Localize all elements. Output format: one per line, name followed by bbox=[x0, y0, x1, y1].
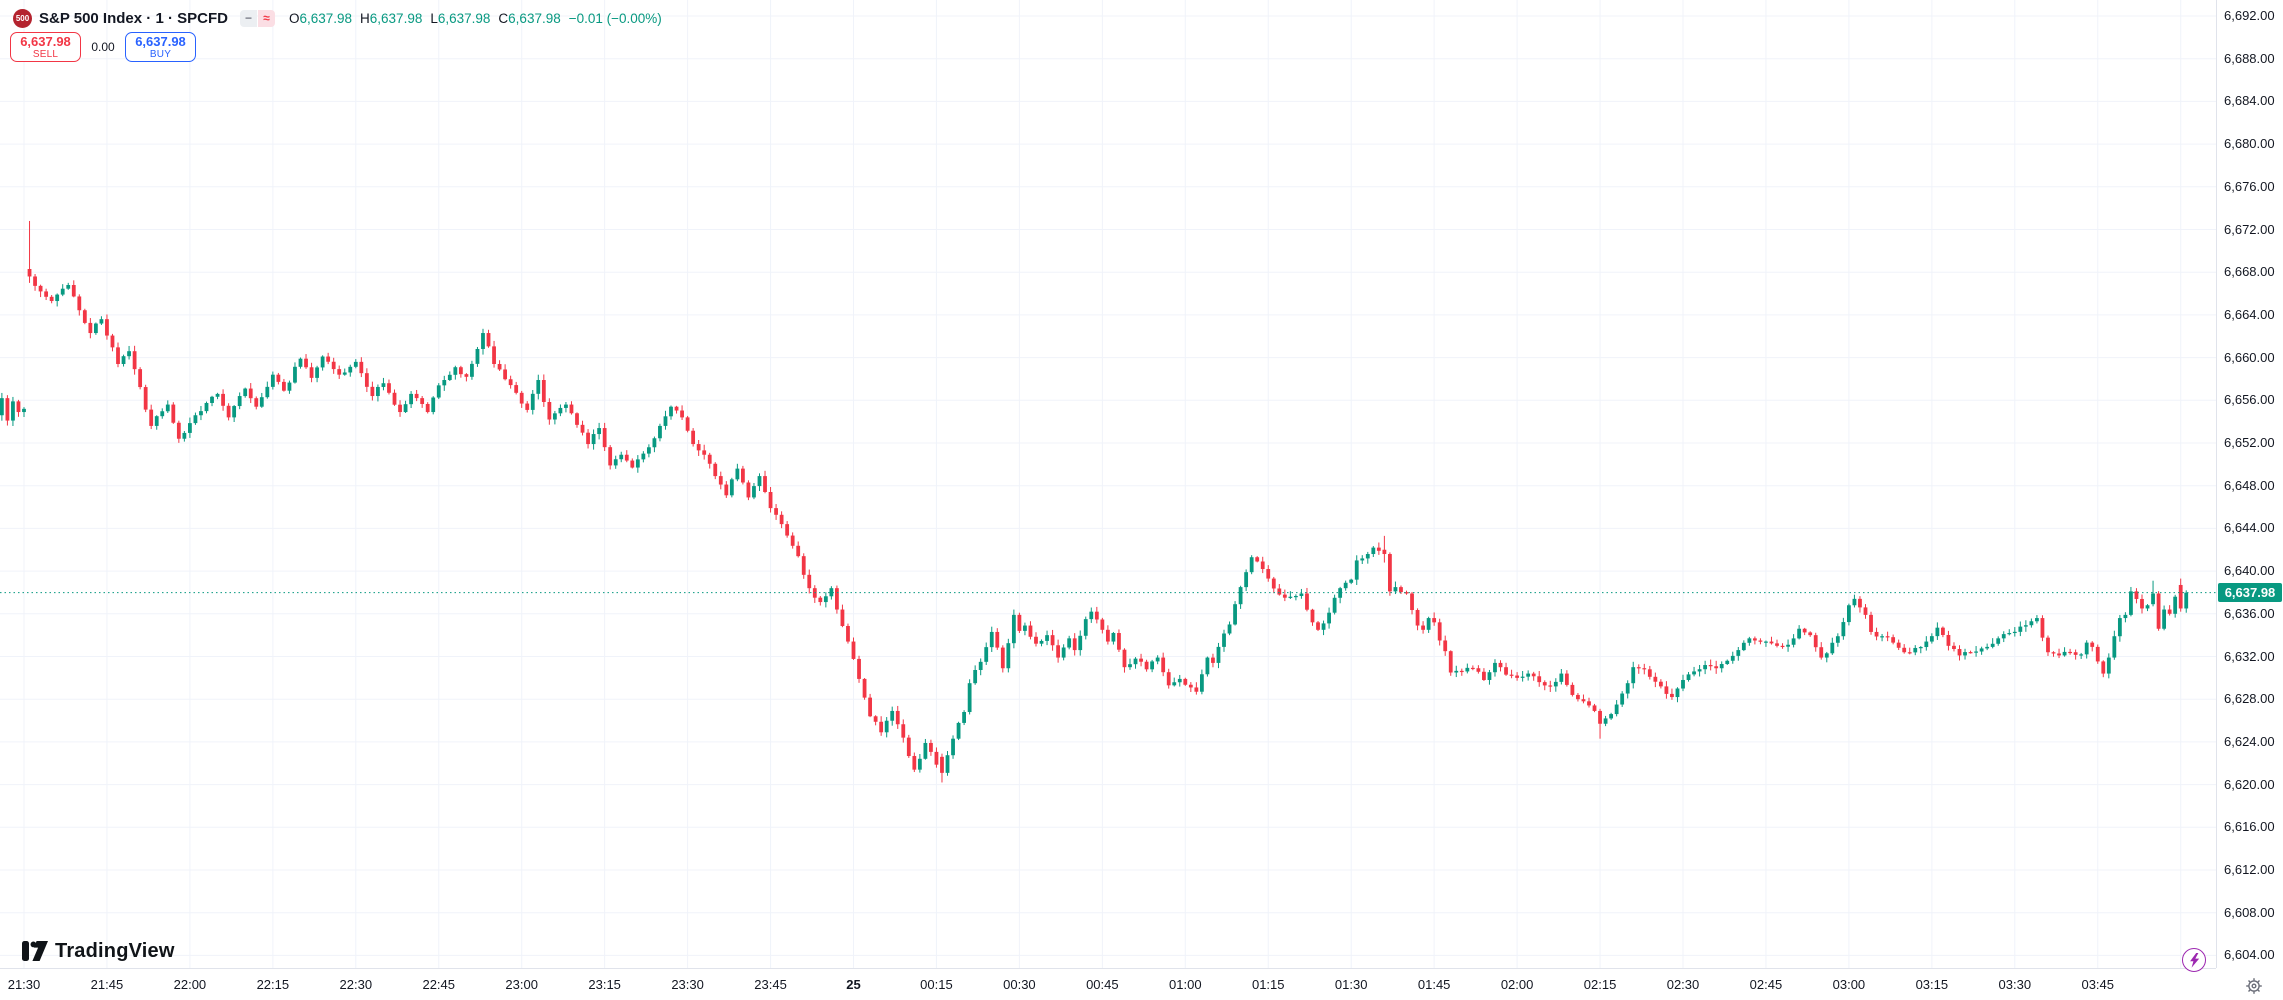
buy-price: 6,637.98 bbox=[135, 33, 186, 49]
price-tick-label: 6,624.00 bbox=[2224, 733, 2275, 749]
time-tick-label: 02:15 bbox=[1583, 977, 1617, 992]
low-value: 6,637.98 bbox=[437, 10, 491, 26]
buy-label: BUY bbox=[149, 48, 172, 60]
price-tick-label: 6,688.00 bbox=[2224, 50, 2275, 66]
price-tick-label: 6,612.00 bbox=[2224, 862, 2275, 877]
open-label: O bbox=[288, 10, 300, 26]
time-tick-label: 02:00 bbox=[1500, 977, 1534, 992]
price-tick-label: 6,640.00 bbox=[2224, 563, 2275, 579]
price-tick-label: 6,648.00 bbox=[2224, 477, 2275, 493]
axis-settings-gear-button[interactable] bbox=[2245, 977, 2263, 995]
change-value: −0.01 (−0.00%) bbox=[568, 10, 662, 26]
price-axis[interactable]: 6,637.98 6,692.00 6,688.00 6,684.00 6,680.0… bbox=[2216, 0, 2283, 968]
price-tick-label: 6,620.00 bbox=[2224, 776, 2275, 792]
sell-button[interactable]: 6,637.98 SELL bbox=[10, 32, 81, 62]
time-tick-label: 01:15 bbox=[1251, 977, 1285, 992]
buy-button[interactable]: 6,637.98 BUY bbox=[125, 32, 196, 62]
wave-chip-icon[interactable]: ≈ bbox=[257, 9, 275, 27]
symbol-logo-icon: 500 bbox=[13, 8, 32, 28]
price-tick-label: 6,616.00 bbox=[2224, 819, 2275, 835]
sell-label: SELL bbox=[32, 48, 59, 60]
price-tick-label: 6,656.00 bbox=[2224, 392, 2275, 408]
time-tick-label: 02:45 bbox=[1749, 977, 1783, 992]
chart-header: 500 S&P 500 Index · 1 · SPCFD − ≈ O6,637… bbox=[13, 8, 662, 28]
price-tick-label: 6,660.00 bbox=[2224, 349, 2275, 365]
ohlc-values: O6,637.98 H6,637.98 L6,637.98 C6,637.98 … bbox=[289, 11, 662, 26]
time-tick-label: 23:45 bbox=[754, 977, 787, 992]
time-tick-label: 25 bbox=[846, 977, 861, 992]
time-tick-label: 23:30 bbox=[671, 977, 704, 992]
time-tick-label: 03:45 bbox=[2081, 977, 2115, 992]
price-tick-label: 6,664.00 bbox=[2224, 306, 2275, 322]
tradingview-mark-icon bbox=[22, 941, 48, 961]
price-chart[interactable] bbox=[0, 0, 2216, 968]
price-tick-label: 6,636.00 bbox=[2224, 605, 2275, 621]
time-tick-label: 21:45 bbox=[90, 977, 124, 992]
quick-trade-lightning-button[interactable] bbox=[2182, 948, 2206, 972]
open-value: 6,637.98 bbox=[299, 10, 353, 26]
symbol-title[interactable]: S&P 500 Index · 1 · SPCFD bbox=[39, 9, 228, 27]
high-label: H bbox=[360, 10, 370, 26]
high-value: 6,637.98 bbox=[369, 10, 423, 26]
price-tick-label: 6,676.00 bbox=[2224, 178, 2275, 194]
price-tick-label: 6,632.00 bbox=[2224, 648, 2275, 664]
price-tick-label: 6,680.00 bbox=[2224, 136, 2275, 152]
time-tick-label: 23:00 bbox=[505, 977, 538, 992]
spread-value: 0.00 bbox=[91, 40, 115, 54]
price-tick-label: 6,692.00 bbox=[2224, 8, 2275, 23]
close-label: C bbox=[498, 10, 509, 26]
price-tick-label: 6,604.00 bbox=[2224, 947, 2275, 963]
brand-text: TradingView bbox=[55, 940, 175, 962]
time-tick-label: 03:00 bbox=[1832, 977, 1866, 992]
price-tick-label: 6,608.00 bbox=[2224, 904, 2275, 920]
order-panel: 6,637.98 SELL 0.00 6,637.98 BUY bbox=[10, 32, 196, 62]
lightning-icon bbox=[2189, 952, 2199, 968]
time-tick-label: 01:30 bbox=[1334, 977, 1368, 992]
price-tick-label: 6,672.00 bbox=[2224, 221, 2275, 237]
time-tick-label: 21:30 bbox=[7, 977, 41, 992]
time-tick-label: 03:15 bbox=[1915, 977, 1949, 992]
time-tick-label: 01:00 bbox=[1169, 977, 1202, 992]
time-tick-label: 23:15 bbox=[588, 977, 621, 992]
time-tick-label: 02:30 bbox=[1666, 977, 1700, 992]
time-tick-label: 22:00 bbox=[173, 977, 207, 992]
time-tick-label: 22:15 bbox=[256, 977, 290, 992]
time-tick-label: 00:45 bbox=[1086, 977, 1119, 992]
sell-price: 6,637.98 bbox=[20, 33, 71, 49]
time-tick-label: 22:30 bbox=[339, 977, 373, 992]
price-tick-label: 6,652.00 bbox=[2224, 435, 2275, 450]
price-tick-label: 6,644.00 bbox=[2224, 520, 2275, 536]
time-tick-label: 00:15 bbox=[920, 977, 953, 992]
last-price-badge: 6,637.98 bbox=[2218, 583, 2282, 603]
gear-icon bbox=[2246, 978, 2262, 994]
time-tick-label: 03:30 bbox=[1998, 977, 2032, 992]
time-tick-label: 00:30 bbox=[1003, 977, 1036, 992]
low-label: L bbox=[430, 10, 438, 26]
price-tick-label: 6,684.00 bbox=[2224, 93, 2275, 109]
time-tick-label: 01:45 bbox=[1417, 977, 1451, 992]
price-tick-label: 6,668.00 bbox=[2224, 264, 2275, 280]
time-axis[interactable]: 21:30 21:45 22:00 22:15 22:30 22:45 23:00 23:15… bbox=[0, 968, 2216, 1000]
minimize-chip-icon[interactable]: − bbox=[239, 9, 257, 27]
price-tick-label: 6,628.00 bbox=[2224, 691, 2275, 707]
time-tick-label: 22:45 bbox=[422, 977, 456, 992]
tradingview-logo[interactable]: TradingView bbox=[22, 940, 175, 963]
close-value: 6,637.98 bbox=[508, 10, 561, 26]
